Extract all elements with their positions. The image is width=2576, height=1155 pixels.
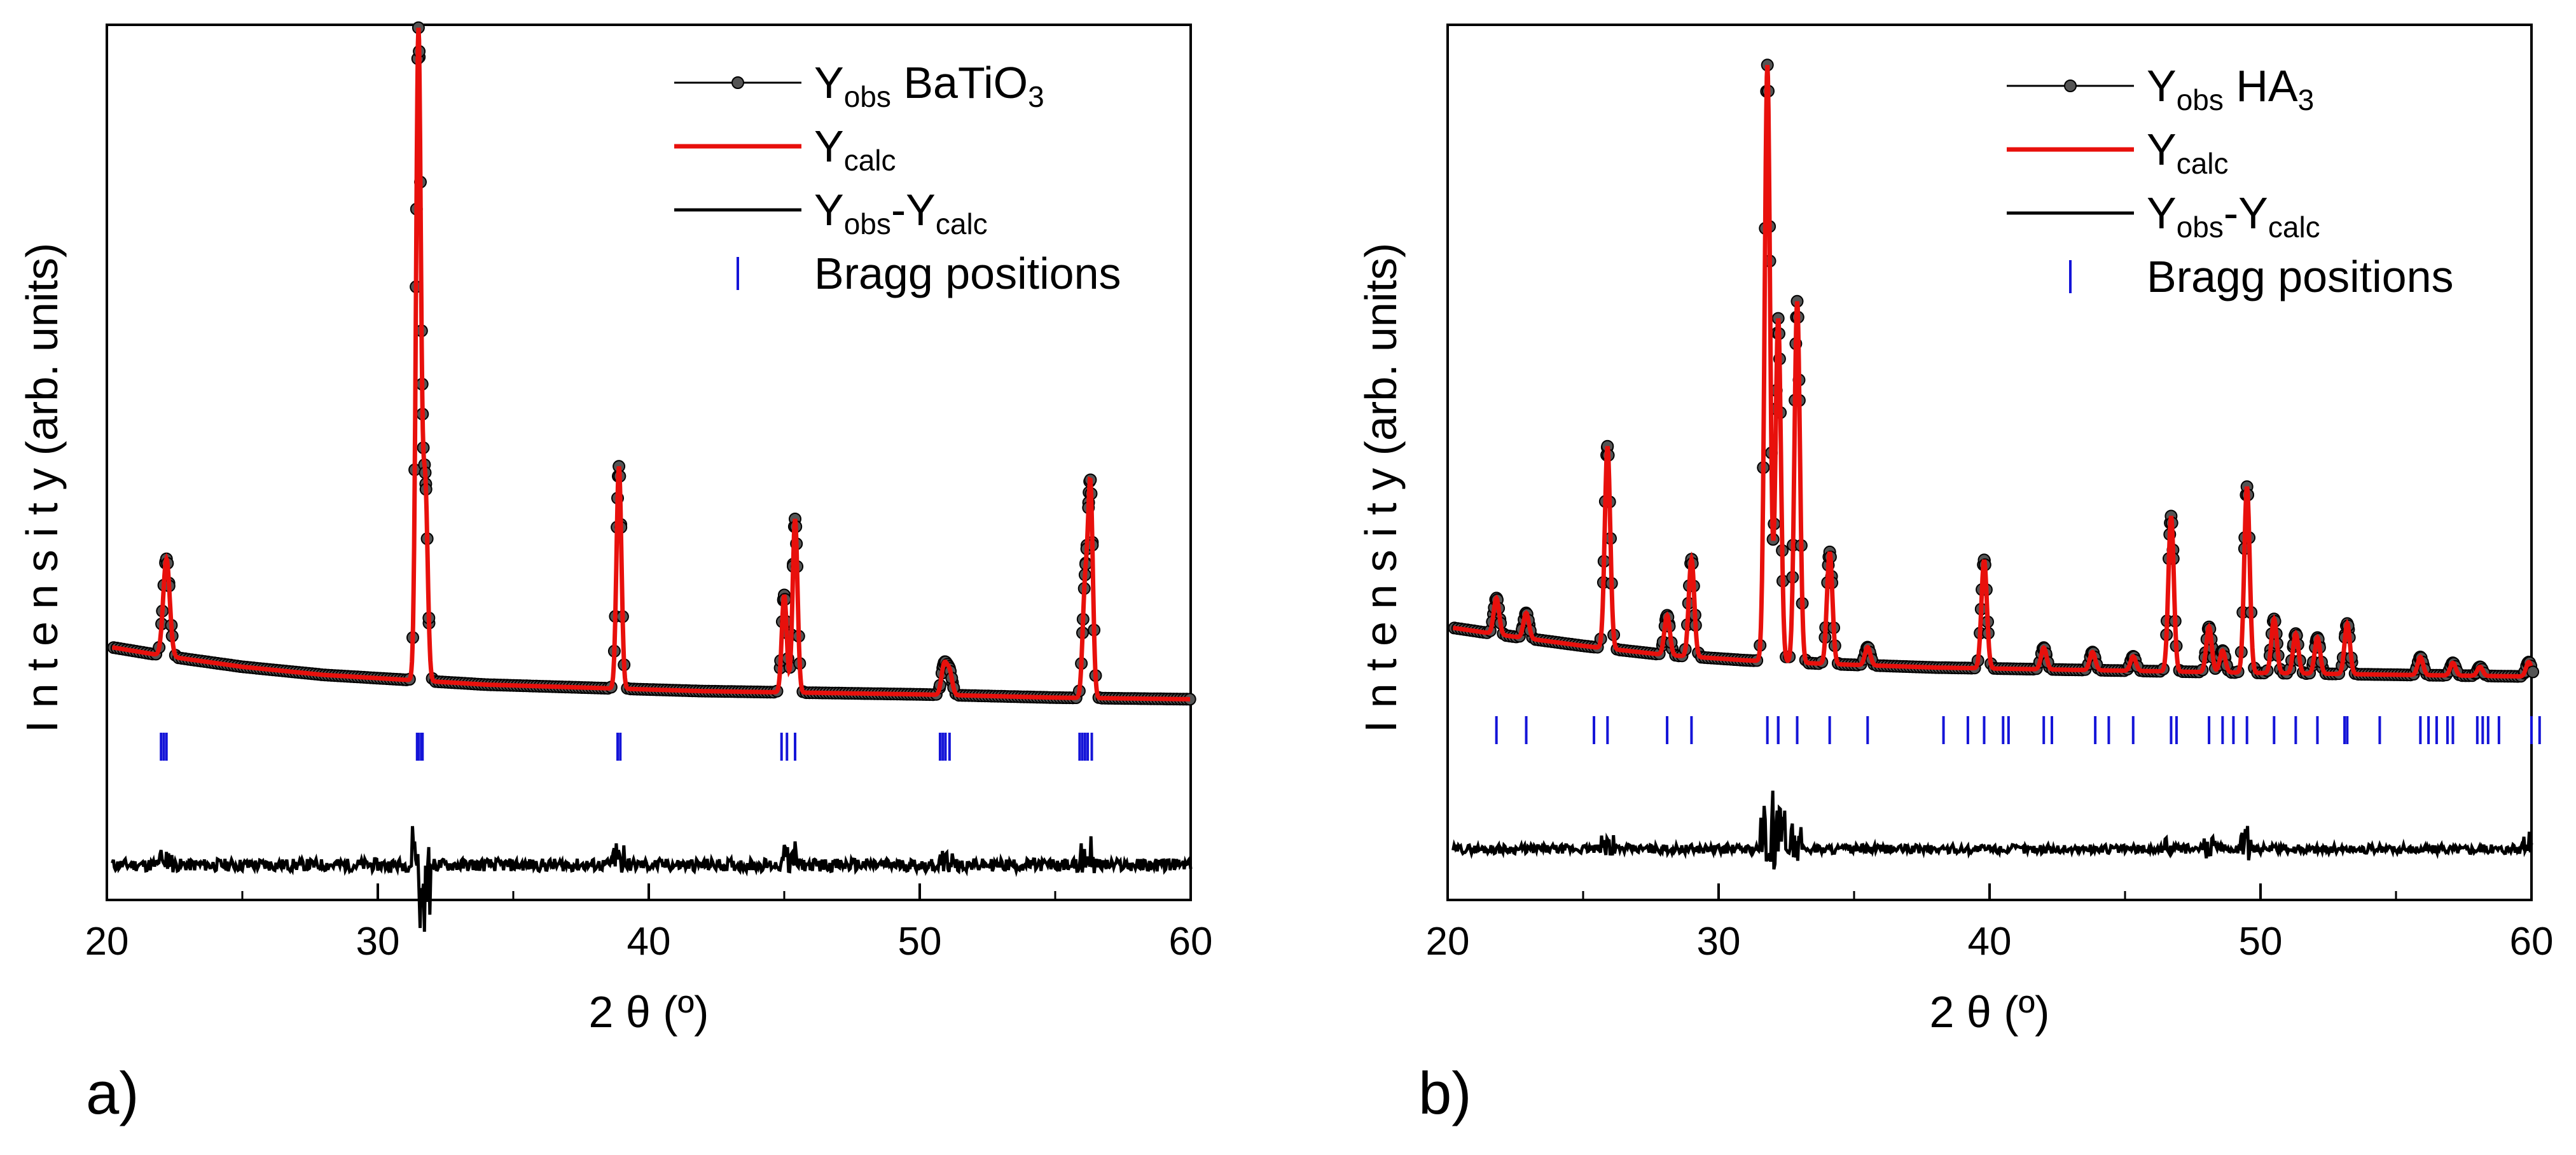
legend-entry-label: Bragg positions: [814, 249, 1121, 298]
x-tick-label: 60: [2510, 920, 2554, 964]
legend: Yobs HA3 Ycalc Yobs-Ycalc Bragg positions: [2007, 61, 2454, 301]
x-tick-label: 30: [1697, 920, 1741, 964]
legend-entry-label: Ycalc: [2147, 125, 2229, 180]
legend-marker-dot: [2064, 80, 2077, 92]
legend: Yobs BaTiO3 Ycalc Yobs-Ycalc Bragg position…: [674, 58, 1121, 298]
legend-entry-label: Yobs BaTiO3: [814, 58, 1044, 113]
legend-entry-label: Yobs-Ycalc: [814, 185, 988, 240]
plot-frame: [106, 24, 1192, 901]
legend-entry-label: Bragg positions: [2147, 252, 2454, 301]
chart-a-rietveld: 20 30 40 50 60 2 θ (º) I n t e n s i t y (arb.…: [17, 21, 1213, 1037]
panel-label-b: b): [1418, 1060, 1472, 1126]
observed-point: [2526, 665, 2540, 679]
chart-b-rietveld: 20 30 40 50 60 2 θ (º) I n t e n s i t y (arb.…: [1356, 24, 2554, 1037]
panel-label-a: a): [86, 1060, 139, 1126]
difference-line: [111, 826, 1193, 932]
y-axis-label: I n t e n s i t y (arb. units): [17, 243, 67, 733]
legend-entry-label: Yobs-Ycalc: [2147, 188, 2320, 244]
x-tick-label: 50: [2239, 920, 2283, 964]
x-tick-label: 40: [1968, 920, 2012, 964]
x-tick-label: 30: [356, 920, 400, 964]
difference-line: [1451, 791, 2533, 870]
x-tick-label: 40: [627, 920, 671, 964]
legend-marker-dot: [731, 76, 744, 89]
x-tick-label: 50: [898, 920, 942, 964]
legend-entry-label: Yobs HA3: [2147, 61, 2314, 116]
observed-line: [112, 27, 1191, 700]
x-axis-label: 2 θ (º): [589, 987, 709, 1037]
legend-entry-label: Ycalc: [814, 121, 896, 177]
bragg-positions: [1495, 716, 2541, 744]
bragg-positions: [160, 733, 1093, 761]
calculated-line: [1453, 65, 2533, 679]
calculated-line: [112, 27, 1191, 702]
x-tick-label: 60: [1169, 920, 1213, 964]
x-tick-label: 20: [1426, 920, 1470, 964]
x-tick-label: 20: [85, 920, 129, 964]
x-axis-label: 2 θ (º): [1930, 987, 2050, 1037]
y-axis-label: I n t e n s i t y (arb. units): [1356, 243, 1406, 733]
observed-points: [107, 21, 1196, 706]
